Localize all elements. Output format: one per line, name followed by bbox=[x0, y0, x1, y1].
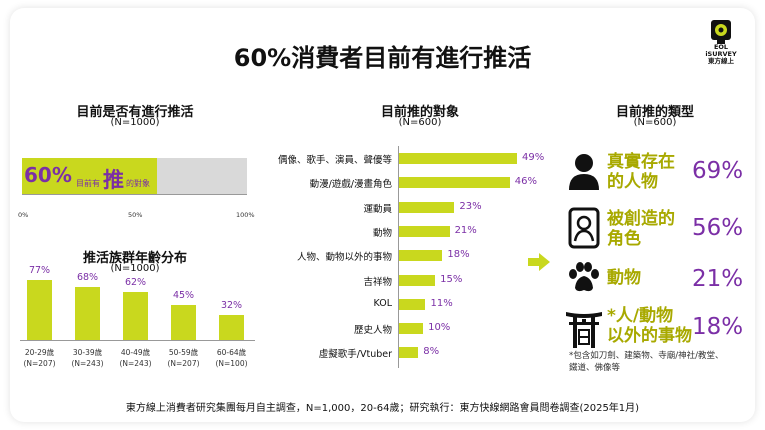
target-bar bbox=[399, 323, 424, 335]
target-axis bbox=[398, 146, 399, 368]
footer-note: 東方線上消費者研究集團每月自主調查，N=1,000，20-64歲；研究執行：東方… bbox=[125, 403, 640, 414]
type-note: *包含如刀劍、建築物、寺廟/神社/教堂、 鐵道、佛像等 bbox=[569, 351, 724, 373]
target-bar-value: 11% bbox=[430, 297, 453, 309]
stacked-bar-fill bbox=[22, 158, 157, 194]
target-bar-value: 15% bbox=[440, 273, 463, 285]
tick-label: 50% bbox=[128, 211, 143, 219]
type-value: 69% bbox=[692, 158, 744, 184]
age-bar-value: 62% bbox=[124, 276, 147, 288]
target-category: 運動員 bbox=[363, 203, 392, 215]
age-bar bbox=[171, 304, 196, 340]
age-sample: (N=100) bbox=[215, 359, 248, 368]
target-bar-value: 10% bbox=[428, 322, 451, 334]
stacked-bar-prefix: 目前有 bbox=[76, 179, 100, 188]
target-category: 偶像、歌手、演員、聲優等 bbox=[277, 155, 392, 166]
type-label: 真實存在 的人物 bbox=[607, 152, 675, 192]
type-label: 被創造的 角色 bbox=[607, 209, 675, 249]
age-bar bbox=[219, 315, 244, 340]
type-value: 56% bbox=[692, 215, 744, 241]
character-icon bbox=[568, 207, 600, 249]
target-bar-value: 21% bbox=[454, 224, 477, 236]
age-bar bbox=[27, 280, 52, 340]
target-bar bbox=[399, 201, 455, 213]
target-bar-value: 49% bbox=[522, 152, 545, 163]
age-category: 20-29歲 bbox=[24, 348, 55, 357]
age-category: 60-64歲 bbox=[216, 348, 247, 357]
shrine-icon bbox=[566, 312, 602, 348]
stacked-bar-suffix: 的對象 bbox=[126, 179, 150, 188]
target-category: 動物 bbox=[372, 227, 392, 239]
tick-label: 0% bbox=[18, 211, 29, 219]
age-axis bbox=[20, 340, 255, 341]
target-bar bbox=[399, 225, 450, 237]
page-title: 60%消費者目前有進行推活 bbox=[233, 44, 532, 72]
section2-sample: (N=1000) bbox=[110, 263, 160, 274]
age-category: 30-39歲 bbox=[72, 348, 103, 357]
age-category: 50-59歲 bbox=[168, 348, 199, 357]
arrow-right-icon bbox=[528, 253, 550, 271]
target-category: 虛擬歌手/Vtuber bbox=[318, 349, 392, 361]
age-bar bbox=[75, 287, 100, 340]
card-background bbox=[10, 8, 755, 422]
stacked-bar-big-char: 推 bbox=[103, 168, 124, 192]
type-label: 動物 bbox=[607, 268, 641, 288]
target-bar-value: 23% bbox=[459, 200, 482, 212]
target-bar-value: 18% bbox=[447, 249, 470, 261]
eol-logo-icon bbox=[711, 20, 731, 44]
target-category: 吉祥物 bbox=[363, 276, 392, 288]
target-category: KOL bbox=[373, 297, 392, 309]
logo-text: EOL iSURVEY 東方線上 bbox=[705, 43, 737, 65]
target-category: 歷史人物 bbox=[353, 325, 392, 337]
target-category: 動漫/遊戲/漫畫角色 bbox=[309, 179, 392, 191]
age-sample: (N=243) bbox=[119, 359, 152, 368]
age-category: 40-49歲 bbox=[120, 348, 151, 357]
tick-label: 100% bbox=[236, 211, 255, 219]
age-bar-value: 45% bbox=[172, 289, 195, 301]
target-bar bbox=[399, 298, 426, 310]
age-bar bbox=[123, 291, 148, 340]
section4-sample: (N=600) bbox=[633, 117, 677, 128]
target-bar bbox=[399, 250, 443, 262]
section1-title: 目前是否有進行推活 bbox=[76, 105, 194, 120]
age-sample: (N=207) bbox=[167, 359, 200, 368]
target-bar bbox=[399, 153, 517, 164]
age-bar-value: 68% bbox=[76, 272, 99, 283]
target-bar-value: 46% bbox=[514, 176, 537, 188]
age-bar-value: 32% bbox=[220, 300, 243, 312]
stacked-bar-value: 60% bbox=[24, 163, 72, 187]
type-value: 21% bbox=[692, 266, 744, 292]
type-value: 18% bbox=[692, 314, 744, 340]
target-category: 人物、動物以外的事物 bbox=[296, 252, 392, 264]
age-sample: (N=207) bbox=[23, 359, 56, 368]
section2-title: 推活族群年齡分布 bbox=[82, 251, 187, 266]
section3-title: 目前推的對象 bbox=[380, 105, 459, 120]
age-bar-value: 77% bbox=[28, 265, 51, 276]
stacked-bar-axis bbox=[22, 194, 247, 195]
section3-sample: (N=600) bbox=[398, 117, 442, 128]
target-bar bbox=[399, 347, 419, 359]
age-sample: (N=243) bbox=[71, 359, 104, 368]
person-icon bbox=[569, 154, 599, 190]
target-bar bbox=[399, 177, 510, 189]
target-bar-value: 8% bbox=[423, 346, 440, 358]
target-bar bbox=[399, 274, 436, 286]
section1-sample: (N=1000) bbox=[110, 117, 160, 128]
type-label: *人/動物 以外的事物 bbox=[607, 306, 692, 346]
paw-icon bbox=[569, 262, 599, 292]
section4-title: 目前推的類型 bbox=[615, 105, 694, 120]
